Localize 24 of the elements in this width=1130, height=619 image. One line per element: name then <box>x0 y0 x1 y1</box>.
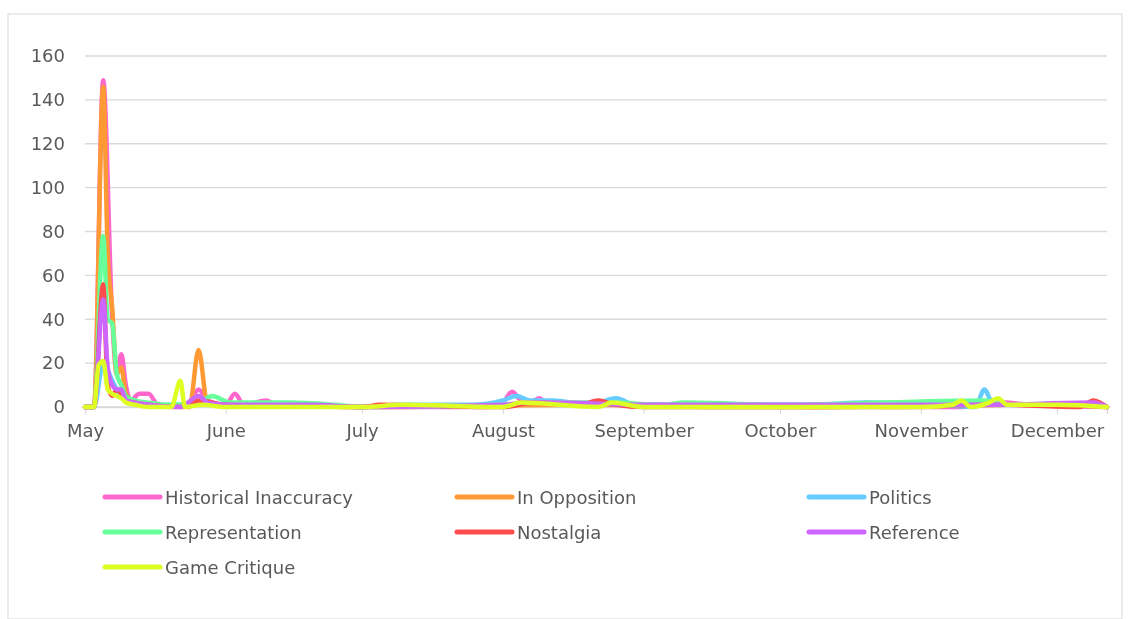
y-tick-label: 100 <box>30 176 65 198</box>
x-tick-label: September <box>594 419 695 441</box>
y-tick-label: 160 <box>30 45 65 67</box>
x-tick-label: June <box>205 419 246 441</box>
y-tick-label: 20 <box>42 352 65 374</box>
y-tick-label: 40 <box>42 308 65 330</box>
x-tick-label: August <box>471 419 535 441</box>
x-tick-label: October <box>744 419 818 441</box>
legend-label: Representation <box>165 522 302 543</box>
legend-label: Reference <box>869 522 960 543</box>
legend-label: Historical Inaccuracy <box>165 487 354 508</box>
y-tick-label: 0 <box>53 396 65 418</box>
legend-label: In Opposition <box>517 487 637 508</box>
y-tick-label: 80 <box>42 220 65 242</box>
y-tick-label: 60 <box>42 264 65 286</box>
x-tick-label: November <box>874 419 969 441</box>
x-tick-label: July <box>345 419 380 441</box>
legend-label: Nostalgia <box>517 522 602 543</box>
legend-label: Game Critique <box>165 557 296 578</box>
x-tick-label: December <box>1010 419 1105 441</box>
y-tick-label: 120 <box>30 133 65 155</box>
y-tick-label: 140 <box>30 89 65 111</box>
legend-label: Politics <box>869 487 932 508</box>
x-tick-label: May <box>66 419 105 441</box>
